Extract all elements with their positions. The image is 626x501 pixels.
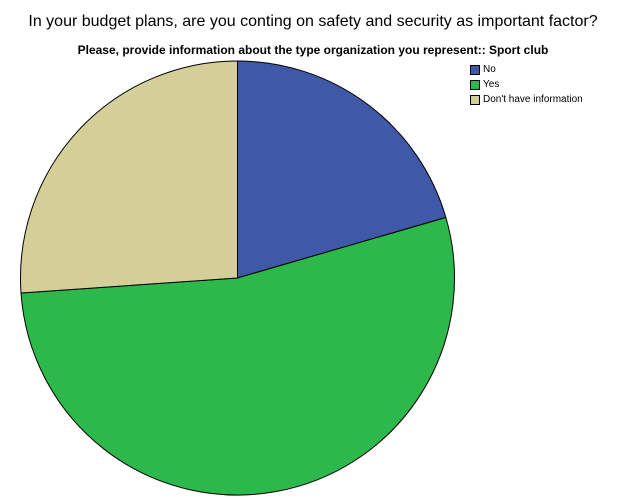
pie-slice-no bbox=[237, 60, 447, 279]
legend-label-yes: Yes bbox=[483, 79, 500, 90]
legend-label-no: No bbox=[483, 64, 496, 75]
legend: No Yes Don't have information bbox=[470, 62, 583, 107]
legend-item-yes: Yes bbox=[470, 77, 583, 92]
legend-swatch-no bbox=[470, 64, 480, 75]
pie-slice-yes bbox=[20, 216, 456, 496]
chart-title: In your budget plans, are you conting on… bbox=[28, 13, 598, 30]
pie-slice-don-t-have-information bbox=[20, 60, 238, 294]
legend-label-dont-have-information: Don't have information bbox=[483, 94, 583, 105]
chart-subtitle: Please, provide information about the ty… bbox=[77, 43, 549, 57]
legend-item-dont-have-information: Don't have information bbox=[470, 92, 583, 107]
legend-swatch-dont-have-information bbox=[470, 94, 480, 105]
legend-item-no: No bbox=[470, 62, 583, 77]
legend-swatch-yes bbox=[470, 79, 480, 90]
